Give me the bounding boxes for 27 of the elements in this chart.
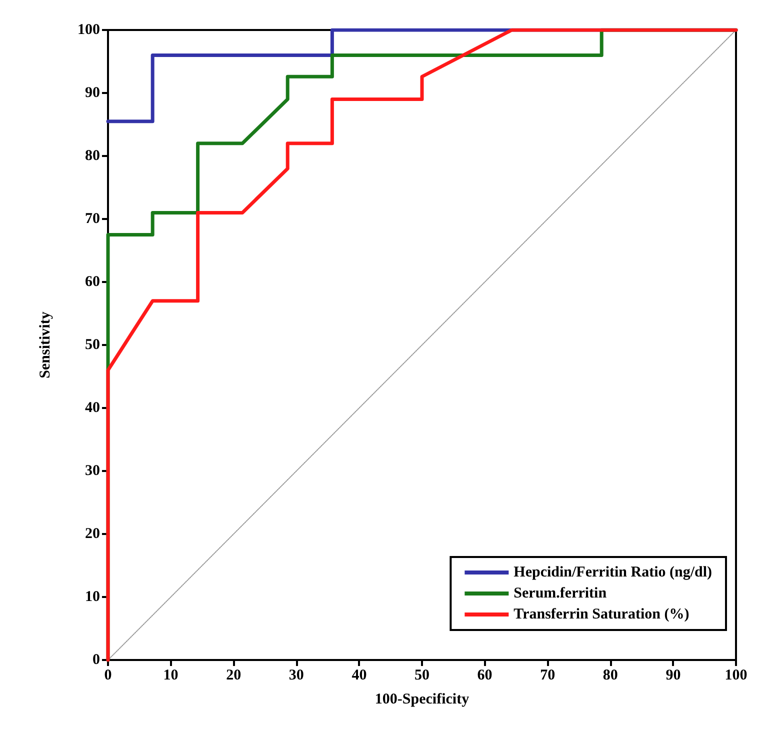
legend-label: Transferrin Saturation (%) xyxy=(514,606,690,622)
x-tick-label: 60 xyxy=(477,668,492,684)
y-tick-label: 30 xyxy=(85,463,100,479)
y-tick-label: 20 xyxy=(85,526,100,542)
y-tick-label: 10 xyxy=(85,589,100,605)
x-axis-title: 100-Specificity xyxy=(374,692,470,708)
y-tick-label: 60 xyxy=(85,274,100,290)
y-tick-label: 50 xyxy=(85,337,100,353)
y-tick-label: 70 xyxy=(85,211,100,227)
x-tick-label: 50 xyxy=(414,668,430,684)
x-tick-label: 40 xyxy=(352,668,367,684)
legend-label: Serum.ferritin xyxy=(514,586,608,602)
x-tick-label: 80 xyxy=(602,668,618,684)
legend-label: Hepcidin/Ferritin Ratio (ng/dl) xyxy=(514,564,712,580)
y-tick-label: 40 xyxy=(85,400,100,416)
y-tick-label: 80 xyxy=(85,148,100,164)
x-tick-label: 90 xyxy=(666,668,681,684)
y-tick-label: 90 xyxy=(85,85,100,101)
y-tick-label: 0 xyxy=(92,652,100,668)
y-tick-label: 100 xyxy=(78,22,100,38)
y-axis-title: Sensitivity xyxy=(38,311,54,378)
x-tick-label: 30 xyxy=(288,668,304,684)
x-tick-label: 70 xyxy=(540,668,556,684)
x-tick-label: 20 xyxy=(226,668,242,684)
x-tick-label: 0 xyxy=(104,668,112,684)
x-tick-label: 100 xyxy=(724,668,748,684)
x-tick-label: 10 xyxy=(163,668,178,684)
